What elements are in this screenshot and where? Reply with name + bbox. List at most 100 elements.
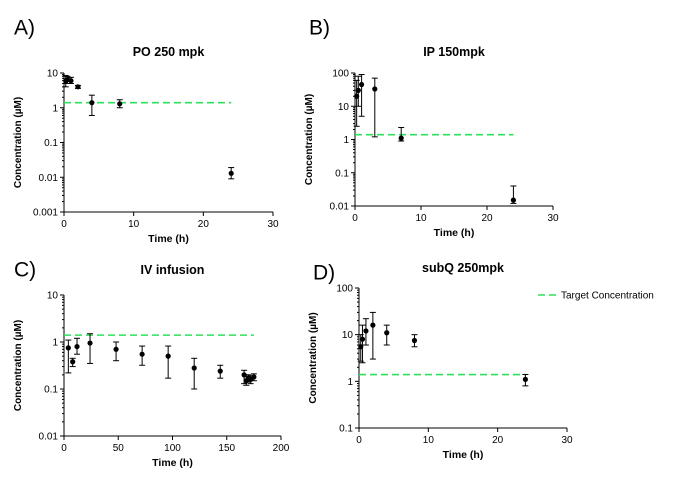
chart-panel-2: B) IP 150mpk 0.01 0.1 1 10 100 0 10 20 30 Time (h) C… xyxy=(304,16,559,239)
data-marker xyxy=(113,346,119,352)
data-marker xyxy=(398,135,404,141)
y-tick-label: 1 xyxy=(347,377,353,388)
y-tick-label: 0.001 xyxy=(33,208,58,219)
y-tick-label: 1 xyxy=(52,103,58,114)
data-marker xyxy=(217,368,223,374)
data-point xyxy=(165,345,172,379)
data-point xyxy=(116,99,123,109)
data-marker xyxy=(355,87,361,93)
data-point xyxy=(217,364,224,379)
data-point xyxy=(228,167,235,180)
chart-title: IP 150mpk xyxy=(423,45,485,59)
data-point xyxy=(74,337,81,355)
x-tick-label: 200 xyxy=(273,443,290,454)
data-marker xyxy=(522,376,529,383)
x-tick-label: 10 xyxy=(415,213,427,224)
y-axis-label: Concentration (µM) xyxy=(13,320,24,411)
data-point xyxy=(74,84,81,90)
y-tick-label: 0.1 xyxy=(44,385,58,396)
chart-title: IV infusion xyxy=(141,263,205,277)
x-tick-label: 10 xyxy=(128,219,140,230)
data-point xyxy=(191,357,198,390)
x-tick-label: 20 xyxy=(198,219,210,230)
data-point xyxy=(371,77,378,138)
data-marker xyxy=(117,101,123,107)
data-point xyxy=(250,373,257,382)
data-marker xyxy=(87,340,93,346)
data-marker xyxy=(411,337,418,344)
y-tick-label: 0.01 xyxy=(330,202,350,213)
chart-title: PO 250 mpk xyxy=(133,45,205,59)
legend: Target Concentration xyxy=(538,291,654,302)
data-marker xyxy=(510,197,516,203)
data-marker xyxy=(70,359,76,365)
data-marker xyxy=(191,365,197,371)
data-point xyxy=(522,374,529,387)
x-tick-label: 10 xyxy=(423,435,435,446)
data-point xyxy=(358,74,365,117)
data-point xyxy=(87,333,94,364)
x-axis-label: Time (h) xyxy=(434,227,475,239)
data-point xyxy=(369,311,376,360)
x-tick-label: 30 xyxy=(267,219,279,230)
x-tick-label: 0 xyxy=(61,443,67,454)
x-axis-label: Time (h) xyxy=(148,233,189,245)
data-marker xyxy=(363,328,369,334)
data-point xyxy=(113,341,120,362)
y-tick-label: 10 xyxy=(47,291,59,302)
data-point xyxy=(411,334,418,348)
data-point xyxy=(65,339,72,374)
x-axis-label: Time (h) xyxy=(443,449,484,461)
x-tick-label: 100 xyxy=(164,443,181,454)
chart-panel-4: D) subQ 250mpk 0.1 1 10 100 0 10 20 30 Time (h) Con… xyxy=(308,261,573,461)
data-point xyxy=(69,357,76,368)
data-point xyxy=(383,324,390,346)
panel-letter: D) xyxy=(313,261,335,284)
x-tick-label: 0 xyxy=(352,213,358,224)
data-point xyxy=(355,75,362,107)
y-tick-label: 0.1 xyxy=(339,424,353,435)
y-tick-label: 0.1 xyxy=(44,138,58,149)
data-point xyxy=(398,126,405,142)
panel-letter: C) xyxy=(14,258,36,281)
panel-letter: B) xyxy=(309,16,330,39)
legend-label: Target Concentration xyxy=(561,291,654,302)
data-point xyxy=(510,185,517,204)
data-marker xyxy=(359,336,366,342)
data-point xyxy=(362,318,369,346)
data-marker xyxy=(359,81,365,88)
data-marker xyxy=(139,351,145,357)
data-marker xyxy=(165,353,171,359)
data-marker xyxy=(68,78,74,84)
panel-letter: A) xyxy=(14,16,35,39)
data-marker xyxy=(370,322,376,328)
x-tick-label: 30 xyxy=(561,435,573,446)
y-tick-label: 10 xyxy=(338,102,350,113)
y-tick-label: 100 xyxy=(332,69,349,80)
chart-title: subQ 250mpk xyxy=(422,261,504,275)
y-tick-label: 0.1 xyxy=(335,168,349,179)
y-axis-label: Concentration (µM) xyxy=(304,94,315,185)
y-axis-label: Concentration (µM) xyxy=(308,312,319,403)
data-point xyxy=(67,76,74,84)
x-tick-label: 0 xyxy=(356,435,362,446)
x-tick-label: 50 xyxy=(113,443,125,454)
y-tick-label: 10 xyxy=(47,69,59,80)
y-tick-label: 1 xyxy=(52,338,58,349)
data-marker xyxy=(65,345,71,351)
y-tick-label: 1 xyxy=(343,135,349,146)
y-tick-label: 100 xyxy=(336,284,353,295)
data-marker xyxy=(228,170,234,176)
x-tick-label: 20 xyxy=(481,213,493,224)
x-tick-label: 30 xyxy=(547,213,559,224)
chart-panel-1: A) PO 250 mpk 0.001 0.01 0.1 1 10 0 10 20 30 Time (… xyxy=(13,16,279,245)
data-point xyxy=(88,94,95,116)
y-tick-label: 0.01 xyxy=(39,173,59,184)
x-tick-label: 20 xyxy=(492,435,504,446)
y-tick-label: 0.01 xyxy=(39,432,59,443)
x-tick-label: 0 xyxy=(61,219,67,230)
y-axis-label: Concentration (µM) xyxy=(13,97,24,188)
data-marker xyxy=(75,84,81,90)
data-marker xyxy=(372,86,378,92)
